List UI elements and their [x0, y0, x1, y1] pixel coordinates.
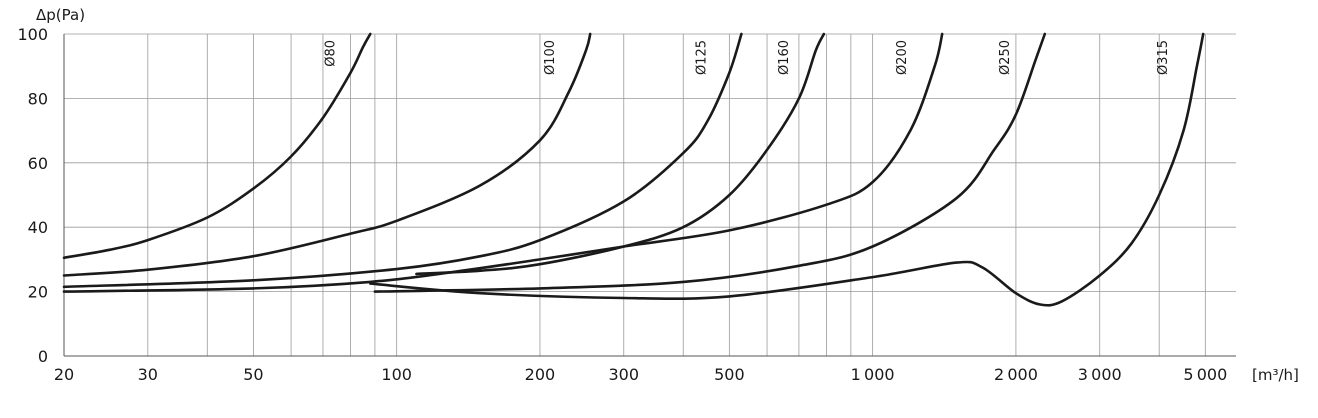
x-tick-label: 20	[54, 365, 74, 384]
x-tick-label: 5 000	[1183, 365, 1227, 384]
x-tick-label: 50	[243, 365, 263, 384]
y-tick-label: 60	[28, 154, 48, 173]
grid	[64, 33, 1236, 356]
series-curves: Ø80 Ø100 Ø125 Ø160 Ø200 Ø250 Ø315	[62, 32, 1205, 307]
y-axis-title: Δp(Pa)	[36, 6, 85, 24]
x-tick-label: 2 000	[994, 365, 1038, 384]
axes	[63, 34, 1236, 357]
series-label-d125: Ø125	[694, 40, 709, 75]
series-line-d80	[62, 32, 372, 260]
series-line-d315	[369, 32, 1205, 307]
y-tick-label: 80	[28, 89, 48, 108]
x-tick-label: 300	[608, 365, 639, 384]
series-label-d100: Ø100	[543, 40, 558, 75]
x-tick-label: 200	[525, 365, 556, 384]
series-label-d315: Ø315	[1156, 40, 1171, 75]
y-tick-label: 0	[38, 347, 48, 366]
x-tick-label: 100	[381, 365, 412, 384]
series-label-d80: Ø80	[323, 40, 338, 67]
x-tick-label: 3 000	[1078, 365, 1122, 384]
series-line-d100	[62, 32, 592, 277]
y-tick-label: 100	[17, 25, 48, 44]
series-label-d160: Ø160	[777, 40, 792, 75]
series-line-d250	[373, 32, 1047, 293]
x-tick-label: 30	[138, 365, 158, 384]
series-line-d200	[62, 32, 944, 293]
tick-labels: 0 20 40 60 80 100 20 30 50 100 200 300 500 1 000 2 000…	[17, 25, 1227, 384]
x-tick-label: 500	[714, 365, 745, 384]
series-line-d125	[62, 32, 743, 289]
x-tick-label: 1 000	[851, 365, 895, 384]
series-label-d250: Ø250	[998, 40, 1013, 75]
y-tick-label: 20	[28, 283, 48, 302]
y-tick-label: 40	[28, 218, 48, 237]
series-line-d160	[415, 32, 826, 276]
x-axis-title: [m³/h]	[1252, 366, 1299, 384]
series-label-d200: Ø200	[895, 40, 910, 75]
